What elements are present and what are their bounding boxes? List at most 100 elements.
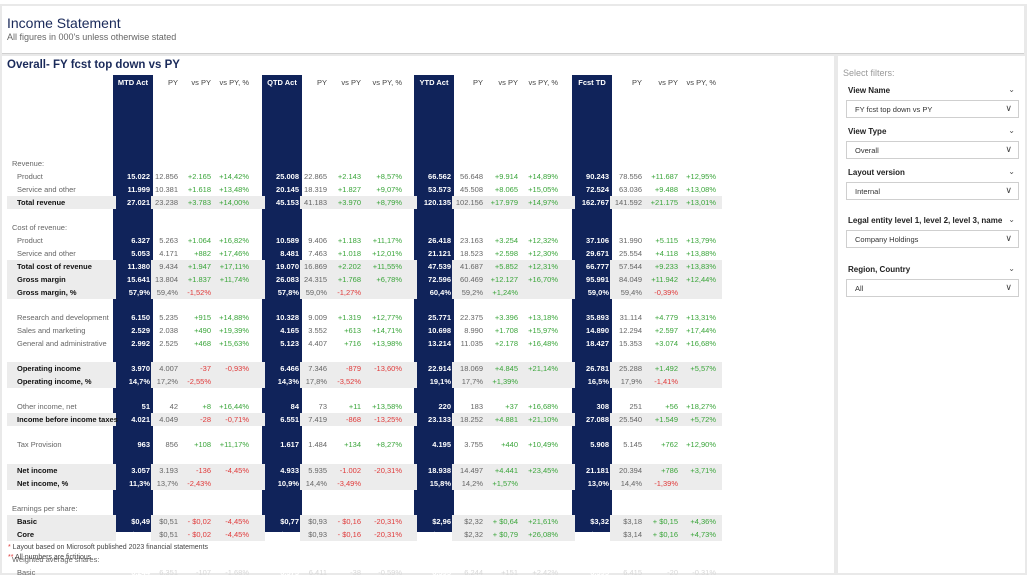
table-cell: $0,49	[131, 517, 150, 526]
chevron-down-icon[interactable]: ⌄	[1008, 126, 1015, 135]
table-cell: 5.908	[590, 440, 609, 449]
column-header[interactable]: Fcst TD	[578, 78, 606, 87]
table-cell: 162.767	[581, 198, 609, 207]
table-cell: -0,39%	[654, 288, 678, 297]
filter-dropdown[interactable]: Company Holdings ∨	[846, 230, 1019, 248]
table-cell: -0,71%	[225, 415, 249, 424]
table-cell: 7.346	[308, 364, 327, 373]
report-header: Income Statement All figures in 000's un…	[2, 6, 1024, 54]
table-cell: 13,7%	[156, 479, 178, 488]
column-header[interactable]: QTD Act	[267, 78, 297, 87]
row-label: Total revenue	[17, 198, 66, 207]
column-header[interactable]: PY	[472, 78, 483, 87]
table-cell	[518, 286, 558, 299]
table-cell: +13,08%	[686, 185, 716, 194]
highlight-column-1	[113, 75, 153, 532]
highlight-column-2	[262, 75, 302, 532]
table-cell: 120.135	[423, 198, 451, 207]
table-cell: 26.418	[428, 236, 451, 245]
column-header[interactable]: YTD Act	[419, 78, 449, 87]
table-cell: 14,7%	[128, 377, 150, 386]
column-header[interactable]: vs PY	[658, 78, 678, 87]
table-cell: -37	[200, 364, 211, 373]
column-header[interactable]: vs PY	[341, 78, 361, 87]
table-cell: 42	[169, 402, 178, 411]
table-cell: +16,68%	[528, 402, 558, 411]
table-cell: +12,32%	[528, 236, 558, 245]
table-cell: +12,31%	[528, 262, 558, 271]
table-cell: 6.411	[308, 568, 327, 575]
row-label: Weighted average shares:	[12, 555, 100, 564]
table-cell: 17,8%	[305, 377, 327, 386]
table-cell: -4,45%	[225, 517, 249, 526]
table-row: Net income, % 11,3% 13,7% -2,43% 10,9% 14,4% -…	[2, 477, 834, 490]
table-cell: +716	[344, 339, 361, 348]
filter-dropdown[interactable]: Overall ∨	[846, 141, 1019, 159]
filter-dropdown[interactable]: Internal ∨	[846, 182, 1019, 200]
table-cell: +108	[194, 440, 211, 449]
column-header[interactable]: vs PY, %	[219, 78, 249, 87]
table-cell: +11,55%	[372, 262, 402, 271]
table-cell: 5.263	[159, 236, 178, 245]
chevron-down-icon[interactable]: ⌄	[1008, 85, 1015, 94]
dropdown-arrow-icon[interactable]: ∨	[1005, 144, 1012, 154]
table-cell: 41.183	[304, 198, 327, 207]
table-cell: 24.315	[304, 275, 327, 284]
table-cell: 6.551	[280, 415, 299, 424]
column-header[interactable]: vs PY, %	[372, 78, 402, 87]
table-cell: +2.202	[337, 262, 361, 271]
dropdown-arrow-icon[interactable]: ∨	[1005, 185, 1012, 195]
column-header[interactable]: PY	[167, 78, 178, 87]
column-header[interactable]: vs PY	[191, 78, 211, 87]
table-row: Gross margin, % 57,9% 59,4% -1,52% 57,8% 59,0…	[2, 286, 834, 299]
table-cell: 3.755	[464, 440, 483, 449]
table-cell: 72.524	[586, 185, 609, 194]
table-cell: -1.002	[339, 466, 361, 475]
table-cell: -28	[200, 415, 211, 424]
table-cell: +13,18%	[528, 313, 558, 322]
table-cell: +37	[505, 402, 518, 411]
column-header[interactable]: PY	[316, 78, 327, 87]
dropdown-arrow-icon[interactable]: ∨	[1005, 282, 1012, 292]
table-cell: 90.243	[586, 172, 609, 181]
column-header[interactable]: PY	[631, 78, 642, 87]
table-cell: +21.175	[650, 198, 678, 207]
table-cell: +882	[194, 249, 211, 258]
table-cell: 57,9%	[128, 288, 150, 297]
dropdown-arrow-icon[interactable]: ∨	[1005, 233, 1012, 243]
dropdown-arrow-icon[interactable]: ∨	[1005, 103, 1012, 113]
footnote: * Layout based on Microsoft published 20…	[8, 544, 209, 551]
row-label: Income before income taxes	[17, 415, 118, 424]
table-cell: -868	[345, 415, 361, 424]
table-cell: 1.484	[308, 440, 327, 449]
page-subtitle: All figures in 000's unless otherwise st…	[7, 32, 177, 42]
chevron-down-icon[interactable]: ⌄	[1008, 167, 1015, 176]
column-header[interactable]: vs PY, %	[686, 78, 716, 87]
table-cell: 16,5%	[587, 377, 609, 386]
table-cell: 18.523	[460, 249, 483, 258]
table-cell: 13,0%	[587, 479, 609, 488]
table-cell: +18,27%	[686, 402, 716, 411]
table-cell: 963	[137, 440, 150, 449]
filter-dropdown[interactable]: All ∨	[846, 279, 1019, 297]
column-header[interactable]: MTD Act	[117, 78, 149, 87]
table-cell: +2.598	[494, 249, 518, 258]
table-cell: $0,51	[159, 517, 178, 526]
table-cell: +1.947	[187, 262, 211, 271]
table-cell	[676, 375, 716, 388]
chevron-down-icon[interactable]: ⌄	[1008, 215, 1015, 224]
column-header[interactable]: vs PY, %	[528, 78, 558, 87]
column-header[interactable]: vs PY	[498, 78, 518, 87]
table-cell: +13,58%	[372, 402, 402, 411]
chevron-down-icon[interactable]: ⌄	[1008, 264, 1015, 273]
table-cell: 102.156	[455, 198, 483, 207]
table-cell: +11	[348, 402, 361, 411]
table-row: Sales and marketing 2.529 2.038 +490 +19,39%…	[2, 324, 834, 337]
table-cell: +12,30%	[528, 249, 558, 258]
table-cell: 17,7%	[461, 377, 483, 386]
table-cell: +8.065	[494, 185, 518, 194]
table-cell: +8,79%	[376, 198, 402, 207]
table-cell: 8.990	[464, 326, 483, 335]
table-cell: -38	[350, 568, 361, 575]
filter-dropdown[interactable]: FY fcst top down vs PY ∨	[846, 100, 1019, 118]
